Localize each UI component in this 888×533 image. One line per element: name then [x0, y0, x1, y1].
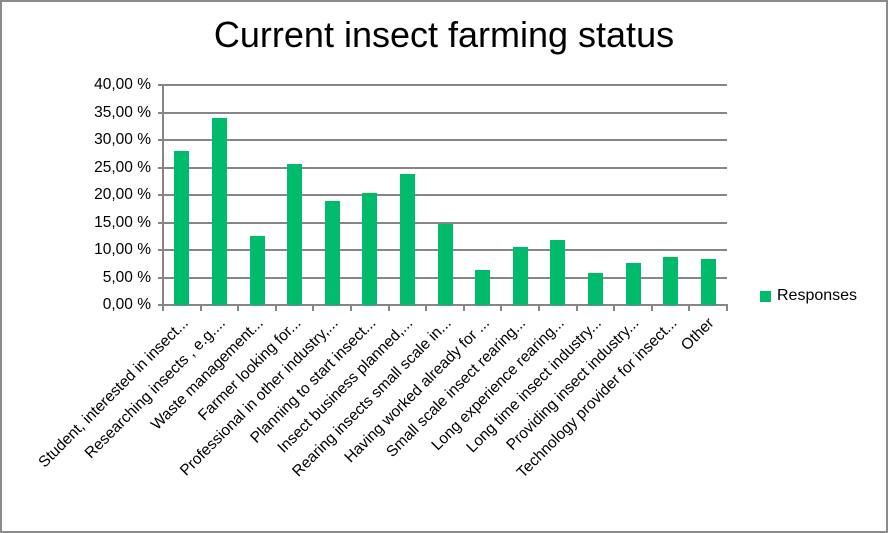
y-tick-label: 30,00 %: [94, 131, 151, 148]
y-tick-mark: [158, 194, 163, 196]
gridline: [162, 166, 727, 169]
x-tick-mark: [387, 304, 390, 311]
x-tick-mark: [237, 304, 240, 311]
chart-title: Current insect farming status: [213, 14, 675, 55]
y-tick-label: 5,00 %: [102, 268, 151, 286]
bar: [287, 164, 303, 305]
y-axis: [162, 85, 164, 306]
y-tick-mark: [158, 111, 163, 114]
legend-label: Responses: [777, 287, 858, 304]
y-tick-mark: [158, 84, 163, 86]
x-tick-mark: [613, 304, 616, 311]
x-tick-mark: [500, 304, 503, 311]
x-tick-mark: [350, 304, 352, 311]
x-tick-mark: [274, 304, 277, 311]
y-tick-mark: [158, 249, 163, 251]
gridline: [162, 139, 727, 141]
x-tick-mark: [462, 304, 465, 311]
bar: [437, 223, 453, 305]
bar: [324, 200, 340, 305]
y-tick-label: 15,00 %: [94, 213, 151, 231]
gridline: [162, 84, 727, 86]
y-tick-label: 20,00 %: [94, 186, 151, 203]
y-tick-mark: [158, 139, 163, 141]
legend-swatch-icon: [760, 290, 771, 302]
x-tick-mark: [650, 304, 653, 311]
bar: [475, 269, 491, 305]
x-tick-mark: [162, 304, 164, 311]
gridline: [162, 221, 727, 224]
x-tick-mark: [312, 304, 315, 311]
x-tick-mark: [688, 304, 691, 311]
x-tick-mark: [538, 304, 540, 311]
y-tick-label: 10,00 %: [94, 241, 151, 258]
x-tick-mark: [199, 304, 202, 311]
y-tick-mark: [158, 166, 163, 169]
y-tick-mark: [158, 276, 163, 279]
bar: [362, 193, 378, 305]
y-tick-label: 40,00 %: [94, 76, 151, 93]
gridline: [162, 111, 727, 114]
bar: [211, 118, 227, 305]
bar: [174, 151, 190, 305]
bar: [625, 262, 641, 305]
bar: [663, 256, 679, 305]
legend: Responses: [760, 287, 857, 305]
bar: [399, 174, 415, 305]
x-tick-mark: [726, 304, 728, 311]
gridline: [162, 194, 727, 196]
bar: [550, 239, 566, 305]
bar: [512, 246, 528, 305]
bar: [700, 259, 716, 305]
bar: [249, 236, 265, 305]
x-axis: [158, 304, 727, 306]
y-tick-label: 0,00 %: [102, 296, 151, 313]
y-tick-label: 35,00 %: [94, 103, 151, 121]
y-tick-mark: [158, 221, 163, 224]
x-tick-mark: [575, 304, 578, 311]
x-tick-mark: [425, 304, 428, 311]
bar: [587, 272, 603, 305]
y-tick-label: 25,00 %: [94, 158, 151, 176]
